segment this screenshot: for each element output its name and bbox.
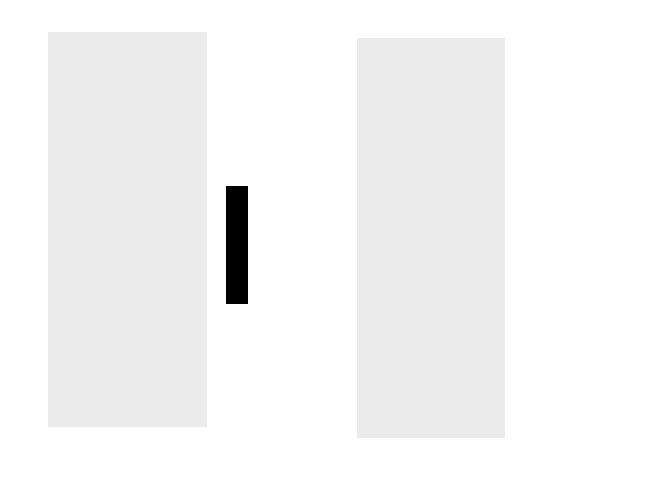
panel bbox=[357, 38, 505, 438]
panel bbox=[48, 32, 207, 427]
colorbar bbox=[226, 186, 248, 304]
